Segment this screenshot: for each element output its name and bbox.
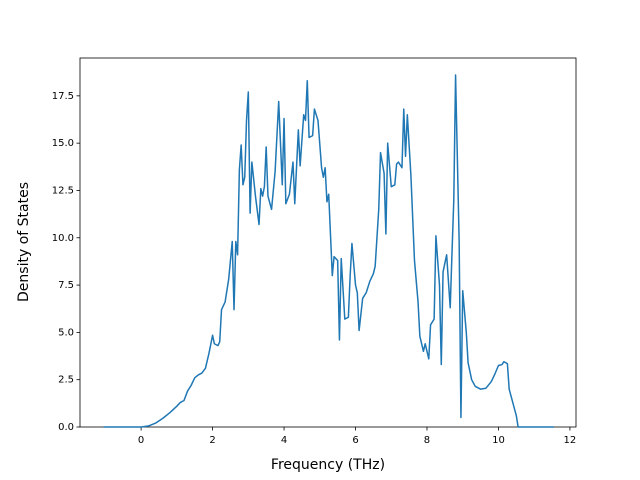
y-axis-label: Density of States — [16, 182, 32, 302]
y-tick-label: 10.0 — [52, 233, 74, 244]
y-tick-label: 2.5 — [58, 375, 74, 386]
x-tick-label: 2 — [209, 435, 215, 446]
x-axis-label: Frequency (THz) — [271, 457, 385, 473]
x-tick-label: 8 — [424, 435, 430, 446]
y-tick-label: 0.0 — [58, 422, 74, 433]
x-tick-label: 0 — [138, 435, 144, 446]
plot-frame — [79, 57, 577, 428]
y-tick-label: 15.0 — [52, 138, 74, 149]
y-tick-label: 17.5 — [52, 91, 74, 102]
x-tick-label: 6 — [352, 435, 358, 446]
x-tick-label: 12 — [564, 435, 577, 446]
y-tick-label: 12.5 — [52, 185, 74, 196]
data-line — [103, 74, 554, 428]
y-tick-label: 5.0 — [58, 327, 74, 338]
x-tick-label: 4 — [281, 435, 287, 446]
y-tick-label: 7.5 — [58, 280, 74, 291]
x-tick-label: 10 — [492, 435, 505, 446]
